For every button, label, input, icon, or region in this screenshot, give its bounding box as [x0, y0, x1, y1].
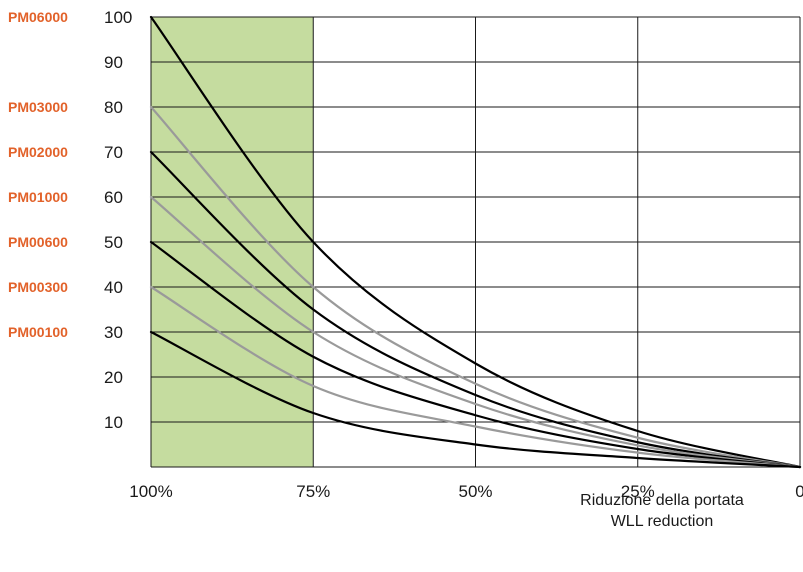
- y-tick-label: 70: [104, 143, 123, 162]
- model-label: PM00300: [8, 279, 68, 295]
- y-tick-label: 30: [104, 323, 123, 342]
- series-line-60: [149, 195, 802, 469]
- model-label: PM00100: [8, 324, 68, 340]
- y-tick-labels: 10 20 30 40 50 60 70 80 90 100: [104, 8, 132, 432]
- x-tick-label: 100%: [129, 482, 172, 501]
- series-layer: [149, 15, 802, 469]
- y-tick-label: 40: [104, 278, 123, 297]
- x-tick-labels: 100% 75% 50% 25% 0: [129, 482, 803, 501]
- y-tick-label: 60: [104, 188, 123, 207]
- series-line-50: [149, 240, 802, 469]
- x-tick-label: 0: [795, 482, 803, 501]
- series-line-100: [149, 15, 802, 469]
- x-axis-title-line-2: WLL reduction: [611, 513, 714, 530]
- model-label: PM06000: [8, 9, 68, 25]
- x-tick-label: 75%: [296, 482, 330, 501]
- x-tick-label: 50%: [458, 482, 492, 501]
- series-line-40: [149, 285, 802, 469]
- y-tick-label: 90: [104, 53, 123, 72]
- model-label: PM02000: [8, 144, 68, 160]
- series-line-70: [149, 150, 802, 469]
- grid-layer: [150, 16, 801, 468]
- y-tick-label: 100: [104, 8, 132, 27]
- x-tick-label: 25%: [621, 482, 655, 501]
- y-tick-label: 80: [104, 98, 123, 117]
- y-tick-label: 50: [104, 233, 123, 252]
- y-tick-label: 20: [104, 368, 123, 387]
- model-label: PM00600: [8, 234, 68, 250]
- series-line-80: [149, 105, 802, 469]
- model-label: PM01000: [8, 189, 68, 205]
- x-axis-title-line-1: Riduzione della portata: [580, 492, 744, 509]
- model-labels: PM06000 PM03000 PM02000 PM01000 PM00600 PM003…: [8, 9, 68, 340]
- y-tick-label: 10: [104, 413, 123, 432]
- series-line-30: [149, 330, 802, 469]
- model-label: PM03000: [8, 99, 68, 115]
